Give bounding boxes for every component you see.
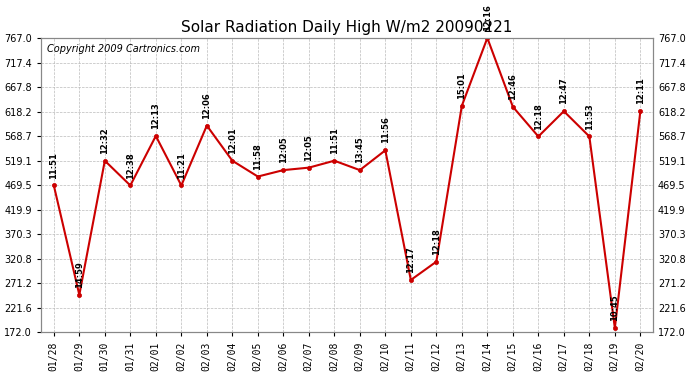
Text: 12:13: 12:13 bbox=[151, 102, 160, 129]
Text: 12:32: 12:32 bbox=[100, 127, 109, 154]
Text: 12:16: 12:16 bbox=[483, 4, 492, 31]
Text: 12:18: 12:18 bbox=[534, 103, 543, 129]
Text: 10:45: 10:45 bbox=[611, 294, 620, 321]
Text: 12:17: 12:17 bbox=[406, 246, 415, 273]
Text: 12:06: 12:06 bbox=[202, 92, 211, 118]
Text: 11:51: 11:51 bbox=[330, 127, 339, 154]
Text: 11:58: 11:58 bbox=[253, 143, 262, 170]
Text: 12:38: 12:38 bbox=[126, 152, 135, 178]
Title: Solar Radiation Daily High W/m2 20090221: Solar Radiation Daily High W/m2 20090221 bbox=[181, 20, 513, 35]
Text: 11:21: 11:21 bbox=[177, 152, 186, 178]
Text: 12:05: 12:05 bbox=[304, 134, 313, 161]
Text: 12:47: 12:47 bbox=[560, 78, 569, 104]
Text: 12:18: 12:18 bbox=[432, 228, 441, 255]
Text: 12:01: 12:01 bbox=[228, 127, 237, 154]
Text: 15:01: 15:01 bbox=[457, 72, 466, 99]
Text: 14:59: 14:59 bbox=[75, 261, 83, 288]
Text: 12:46: 12:46 bbox=[509, 73, 518, 100]
Text: Copyright 2009 Cartronics.com: Copyright 2009 Cartronics.com bbox=[47, 44, 200, 54]
Text: 12:05: 12:05 bbox=[279, 136, 288, 163]
Text: 11:51: 11:51 bbox=[49, 152, 59, 178]
Text: 12:11: 12:11 bbox=[636, 77, 645, 104]
Text: 11:53: 11:53 bbox=[585, 103, 594, 129]
Text: 13:45: 13:45 bbox=[355, 136, 364, 163]
Text: 11:56: 11:56 bbox=[381, 117, 390, 143]
